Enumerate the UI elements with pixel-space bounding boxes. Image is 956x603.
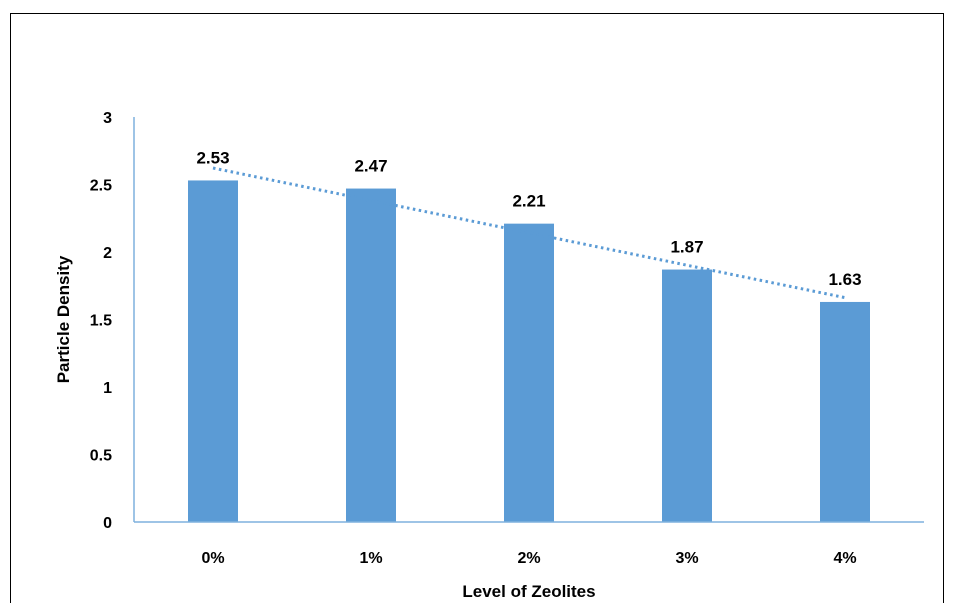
x-tick-label: 0%	[201, 550, 224, 567]
data-label: 1.87	[670, 238, 703, 257]
x-tick-label: 1%	[359, 550, 382, 567]
bars	[188, 180, 870, 523]
y-tick-label: 3	[103, 110, 112, 127]
y-tick-label: 0.5	[90, 448, 112, 465]
x-axis-title: Level of Zeolites	[462, 582, 595, 601]
y-tick-label: 2	[103, 245, 112, 262]
chart-frame	[10, 13, 944, 603]
bar-3pct	[662, 269, 712, 522]
x-tick-label: 3%	[675, 550, 698, 567]
bar-1pct	[346, 188, 396, 523]
y-axis-title: Particle Density	[54, 255, 73, 383]
y-tick-label: 1.5	[90, 313, 112, 330]
data-labels: 2.53 2.47 2.21 1.87 1.63	[196, 148, 861, 289]
bar-2pct	[504, 223, 554, 522]
x-axis-ticks: 0% 1% 2% 3% 4%	[201, 550, 856, 567]
bar-4pct	[820, 301, 870, 522]
data-label: 2.21	[512, 192, 545, 211]
y-tick-label: 1	[103, 380, 112, 397]
y-axis-ticks: 0 0.5 1 1.5 2 2.5 3	[90, 110, 112, 532]
data-label: 2.47	[354, 157, 387, 176]
y-tick-label: 2.5	[90, 178, 112, 195]
bar-0pct	[188, 180, 238, 522]
x-tick-label: 2%	[517, 550, 540, 567]
x-tick-label: 4%	[833, 550, 856, 567]
y-tick-label: 0	[103, 515, 112, 532]
data-label: 2.53	[196, 148, 229, 167]
data-label: 1.63	[828, 270, 861, 289]
